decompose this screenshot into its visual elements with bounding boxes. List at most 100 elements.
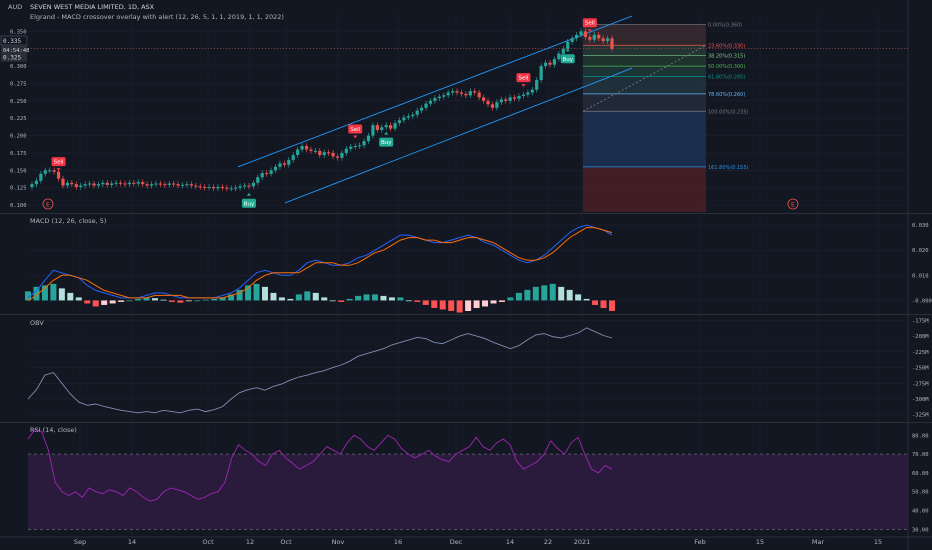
candle-body xyxy=(34,180,39,185)
macd-histogram-bar xyxy=(405,300,412,302)
rsi-tick-label: 30.00 xyxy=(912,527,929,533)
macd-histogram-bar xyxy=(67,292,74,301)
signal-label: Buy xyxy=(381,140,392,146)
candle-body xyxy=(105,182,109,185)
candle-body xyxy=(371,125,375,136)
candle-body xyxy=(459,92,464,94)
fib-zone xyxy=(583,55,706,67)
candle-body xyxy=(318,150,322,156)
candle-body xyxy=(358,145,362,147)
macd-tick-label: 0.020 xyxy=(912,248,929,254)
sell-signal: Sell xyxy=(582,18,597,33)
x-tick-label: Feb xyxy=(694,538,706,546)
macd-histogram-bar xyxy=(84,300,91,304)
candle-body xyxy=(402,117,406,121)
candle-body xyxy=(300,146,304,150)
candle-body xyxy=(291,155,295,160)
signal-arrow xyxy=(587,29,592,33)
x-tick-label: Mar xyxy=(812,538,825,546)
candle-body xyxy=(327,152,331,154)
macd-histogram-bar xyxy=(363,294,370,301)
earnings-marker-left[interactable]: E xyxy=(42,198,54,210)
rsi-title[interactable]: RSI (14, close) xyxy=(30,426,77,434)
macd-title[interactable]: MACD (12, 26, close, 5) xyxy=(30,217,106,225)
macd-histogram-bar xyxy=(101,300,108,305)
signal-label: Buy xyxy=(562,57,573,63)
price-badge-current: 04:54:48 xyxy=(1,45,30,54)
price-tick-label: 0.225 xyxy=(10,116,27,122)
candle-body xyxy=(331,152,335,157)
candle-body xyxy=(278,163,282,167)
rsi-line xyxy=(27,429,613,502)
macd-histogram-bar xyxy=(507,297,514,301)
sell-signal: Sell xyxy=(51,157,66,172)
x-tick-label: 14 xyxy=(128,538,136,546)
signal-box xyxy=(379,137,394,147)
signal-label: Sell xyxy=(585,21,595,27)
x-tick-label: 15 xyxy=(874,538,882,546)
fib-trend-line xyxy=(582,44,707,112)
candle-body xyxy=(353,146,357,147)
candle-body xyxy=(132,182,136,184)
x-tick-label: 22 xyxy=(544,538,552,546)
x-tick-label: Nov xyxy=(332,538,345,546)
candle-body xyxy=(269,170,273,174)
fib-zone xyxy=(583,66,706,77)
symbol-title[interactable]: SEVEN WEST MEDIA LIMITED, 1D, ASX xyxy=(30,3,155,11)
macd-histogram-bar xyxy=(482,300,489,307)
candle-body xyxy=(247,185,251,187)
candle-body xyxy=(375,125,379,131)
candle-body xyxy=(424,103,428,108)
channel-upper xyxy=(237,15,633,168)
signal-arrow xyxy=(246,192,251,196)
signal-box xyxy=(516,73,531,83)
obv-panel xyxy=(27,327,613,414)
signal-label: Buy xyxy=(244,201,255,207)
candle-body xyxy=(101,182,105,185)
price-badge-top: 0.335 xyxy=(0,35,28,46)
macd-histogram-bar xyxy=(211,298,218,301)
candle-body xyxy=(158,183,162,185)
fibonacci-retracement[interactable]: 0.00%(0.360) 23.60%(0.330) 38.20%(0.315) 50… xyxy=(582,22,749,212)
axes: Sep 14 Oct 12 Oct Nov 16 Dec 14 22 2021 Feb 15 Mar 15 0… xyxy=(1,29,932,546)
candle-body xyxy=(433,98,437,101)
fib-level-label: 50.00%(0.300) xyxy=(708,64,745,70)
macd-histogram-bar xyxy=(355,295,362,301)
candle-body xyxy=(313,150,317,152)
sell-signal: Sell xyxy=(516,73,531,88)
macd-histogram-bar xyxy=(524,289,531,301)
candle-body xyxy=(145,184,149,186)
obv-title[interactable]: OBV xyxy=(30,319,44,327)
candle-body xyxy=(508,97,512,101)
macd-histogram-bar xyxy=(202,299,209,301)
candle-body xyxy=(499,99,503,103)
fib-zone xyxy=(583,111,706,167)
macd-panel xyxy=(25,224,615,313)
signal-arrow xyxy=(384,131,389,135)
candle-body xyxy=(526,92,530,95)
rsi-tick-label: 80.00 xyxy=(912,433,929,439)
macd-histogram-bar xyxy=(160,299,167,301)
price-tick-label: 0.200 xyxy=(10,134,27,140)
macd-histogram-bar xyxy=(185,300,192,302)
macd-histogram-bar xyxy=(25,291,31,301)
macd-histogram-bar xyxy=(515,292,522,301)
macd-histogram-bar xyxy=(372,294,379,301)
macd-histogram-bar xyxy=(245,285,252,301)
candle-body xyxy=(455,91,459,93)
candle-body xyxy=(180,184,185,186)
trend-channel[interactable] xyxy=(237,15,633,204)
study-title[interactable]: Elgrand - MACD crossover overlay with al… xyxy=(30,13,284,21)
macd-histogram-bar xyxy=(321,297,328,301)
candle-body xyxy=(535,80,539,90)
candle-body xyxy=(74,184,78,187)
candle-body xyxy=(420,107,424,111)
obv-tick-label: -325M xyxy=(912,413,929,419)
rsi-tick-label: 60.00 xyxy=(912,471,929,477)
earnings-marker-right[interactable]: E xyxy=(787,198,799,210)
macd-tick-label: -0.000 xyxy=(912,298,932,304)
candle-body xyxy=(149,184,154,186)
macd-histogram-bar xyxy=(236,289,243,301)
buy-signal: Buy xyxy=(560,48,575,64)
